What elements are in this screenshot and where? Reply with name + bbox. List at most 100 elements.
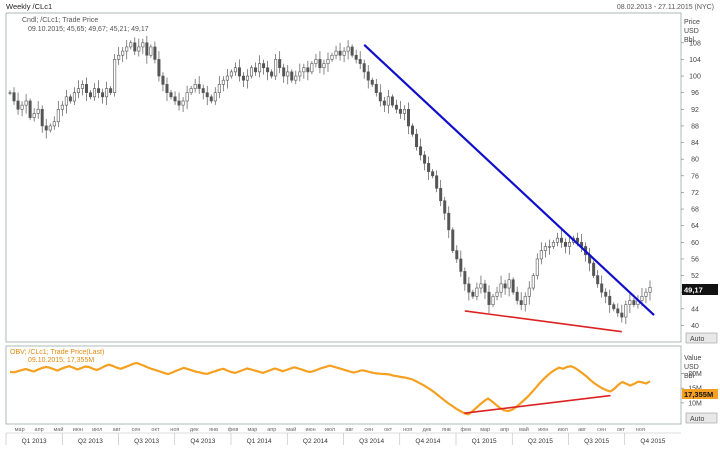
candle-body-up — [539, 250, 543, 260]
candle-body-down — [318, 59, 322, 69]
price-tick-label: 92 — [691, 107, 699, 114]
candle-body-up — [535, 258, 539, 276]
candle-body-down — [459, 258, 463, 272]
candle-body-down — [455, 250, 459, 260]
quarter-label: Q2 2013 — [78, 438, 103, 445]
month-label: фев — [460, 427, 471, 433]
candle-body-down — [435, 175, 439, 189]
candle-body-up — [346, 46, 350, 52]
candle-body-up — [644, 291, 648, 297]
candle-body-down — [398, 108, 402, 114]
candle-body-up — [258, 63, 262, 73]
candle-body-up — [543, 246, 547, 251]
candle-body-down — [406, 108, 410, 127]
month-label: дек — [423, 427, 432, 433]
obv-tick-label: 10M — [688, 400, 702, 407]
candle-body-up — [213, 92, 217, 102]
candle-body-up — [567, 242, 571, 247]
candle-body-down — [145, 42, 149, 56]
obv-axis-title-1: Value — [684, 355, 701, 362]
obv-trendlines — [464, 394, 611, 414]
candle-body-down — [262, 63, 266, 69]
month-label: сен — [364, 427, 373, 433]
candle-body-up — [113, 59, 117, 93]
candle-body-down — [109, 88, 113, 93]
candle-body-up — [640, 296, 644, 301]
chart-title: Weekly /CLc1 — [6, 2, 52, 11]
month-label: июн — [538, 427, 548, 433]
last-obv-badge — [682, 389, 718, 399]
price-tick-label: 52 — [691, 273, 699, 280]
candle-body-up — [322, 63, 326, 69]
candle-body-up — [475, 287, 479, 297]
month-label: апр — [35, 427, 44, 433]
candle-body-up — [125, 46, 129, 52]
obv-line-path — [9, 361, 651, 416]
candle-body-down — [382, 100, 386, 106]
price-auto-button[interactable] — [685, 332, 718, 344]
price-panel-frame — [5, 12, 682, 343]
obv-series — [9, 361, 651, 416]
candle-body-down — [153, 46, 157, 60]
candle-body-down — [620, 312, 624, 318]
candle-body-down — [237, 67, 241, 77]
price-legend-line2: 09.10.2015; 45,65; 49,67; 45,21; 49,17 — [28, 26, 149, 33]
candle-body-down — [101, 92, 105, 98]
month-label: май — [286, 426, 296, 433]
candle-body-down — [559, 237, 563, 243]
month-label: мар — [15, 427, 25, 433]
quarter-label: Q3 2015 — [584, 438, 609, 445]
candle-body-down — [173, 96, 177, 102]
price-tick-label: 72 — [691, 190, 699, 197]
candle-body-up — [105, 88, 109, 98]
candle-body-up — [274, 59, 278, 77]
candle-body-down — [270, 71, 274, 77]
candle-body-up — [48, 125, 52, 131]
candle-body-up — [555, 237, 559, 243]
candle-body-down — [209, 96, 213, 102]
obv-tick-label: 20M — [688, 371, 702, 378]
candle-body-down — [447, 212, 451, 231]
candle-body-down — [443, 200, 447, 214]
candle-body-down — [378, 92, 382, 102]
candle-body-down — [608, 296, 612, 305]
candle-body-up — [298, 71, 302, 77]
price-tick-label: 108 — [689, 40, 701, 47]
price-tick-label: 100 — [689, 74, 701, 81]
candle-body-down — [427, 163, 431, 172]
candle-body-up — [64, 96, 68, 106]
candle-body-up — [314, 59, 318, 64]
candle-body-up — [402, 108, 406, 114]
candle-body-down — [563, 242, 567, 247]
candle-body-down — [463, 271, 467, 285]
month-label: янв — [442, 427, 451, 433]
price-auto-label: Auto — [690, 336, 705, 343]
quarter-label: Q3 2013 — [134, 438, 159, 445]
candle-body-down — [519, 300, 523, 305]
candle-body-down — [169, 92, 173, 98]
month-label: сен — [597, 427, 606, 433]
price-tick-label: 40 — [691, 323, 699, 330]
candle-body-up — [117, 54, 121, 60]
candle-body-up — [624, 304, 628, 318]
candle-body-up — [310, 63, 314, 73]
price-trendlines — [363, 44, 655, 333]
candle-body-down — [632, 300, 636, 305]
candle-body-up — [52, 121, 56, 127]
month-label: окт — [384, 427, 393, 433]
candle-body-up — [141, 42, 145, 48]
candle-body-down — [419, 146, 423, 156]
candle-body-down — [467, 283, 471, 293]
candle-body-down — [483, 283, 487, 293]
candle-body-up — [523, 296, 527, 305]
obv-auto-button[interactable] — [685, 412, 718, 424]
last-obv-value: 17,355M — [684, 390, 713, 399]
candle-body-down — [84, 84, 88, 93]
price-axis-title-2: USD — [684, 28, 699, 35]
candle-body-down — [596, 275, 600, 285]
month-label: окт — [617, 427, 626, 433]
candle-body-up — [60, 104, 64, 110]
candle-body-down — [612, 304, 616, 310]
candle-body-up — [551, 242, 555, 247]
candle-body-down — [157, 59, 161, 77]
